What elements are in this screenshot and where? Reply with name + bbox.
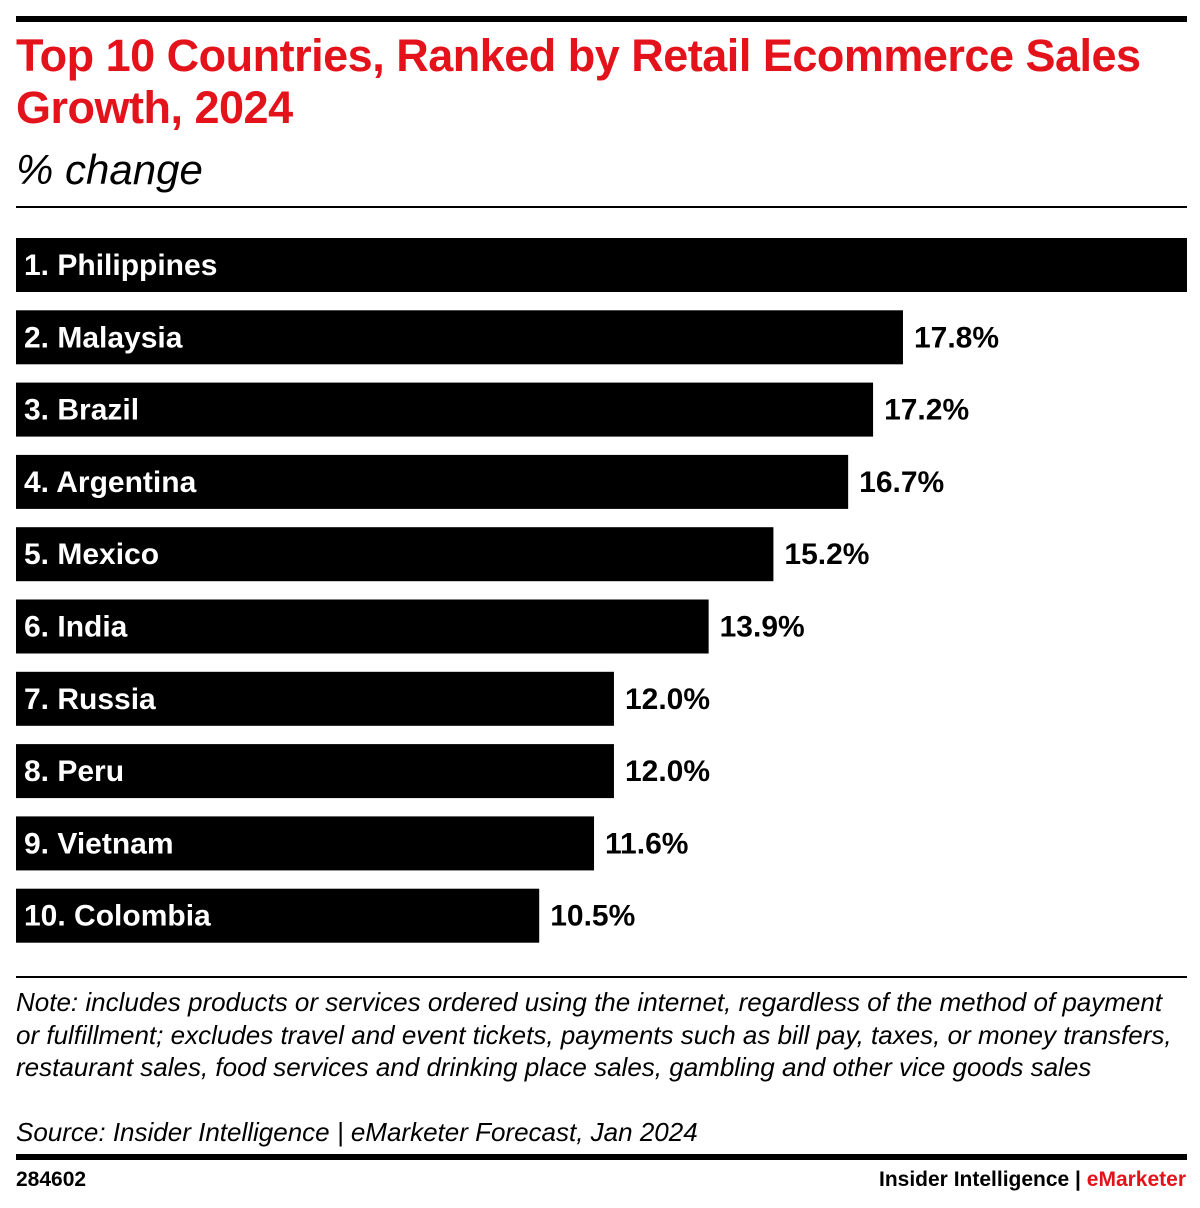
value-label-argentina: 16.7% (859, 466, 944, 499)
value-label-mexico: 15.2% (784, 538, 869, 571)
brand-insider-intelligence: Insider Intelligence | (879, 1168, 1087, 1191)
value-label-brazil: 17.2% (884, 394, 969, 427)
chart-subtitle: % change (16, 146, 203, 193)
value-label-philippines: 23.5% (1094, 249, 1179, 282)
bottom-rule (16, 1154, 1187, 1160)
top-rule (16, 16, 1187, 22)
category-label-argentina: 4. Argentina (24, 466, 197, 499)
bar-vietnam (16, 816, 595, 871)
bar-colombia (16, 888, 540, 943)
bar-russia (16, 671, 614, 726)
value-label-vietnam: 11.6% (605, 827, 688, 860)
value-label-india: 13.9% (720, 611, 805, 644)
value-label-malaysia: 17.8% (914, 321, 999, 354)
chart-source: Source: Insider Intelligence | eMarketer… (16, 1117, 698, 1147)
brand-credit: Insider Intelligence | eMarketer (879, 1168, 1186, 1192)
bar-chart: 1. Philippines 23.5% 2. Malaysia 17.8% 3. Br… (16, 238, 1187, 943)
category-label-peru: 8. Peru (24, 755, 124, 788)
note-divider (16, 976, 1187, 978)
brand-emarketer: eMarketer (1086, 1168, 1186, 1191)
value-label-russia: 12.0% (625, 683, 710, 716)
bar-brazil (16, 382, 874, 437)
bar-malaysia (16, 310, 903, 365)
value-label-colombia: 10.5% (550, 900, 635, 933)
bar-argentina (16, 454, 849, 509)
category-label-brazil: 3. Brazil (24, 394, 139, 427)
value-label-peru: 12.0% (625, 755, 710, 788)
chart-title: Top 10 Countries, Ranked by Retail Ecomm… (16, 30, 1141, 133)
category-label-mexico: 5. Mexico (24, 538, 159, 571)
category-label-vietnam: 9. Vietnam (24, 827, 174, 860)
category-label-malaysia: 2. Malaysia (24, 321, 183, 354)
bar-philippines (16, 238, 1187, 292)
bar-india (16, 599, 709, 654)
category-label-russia: 7. Russia (24, 683, 156, 716)
chart-note: Note: includes products or services orde… (16, 987, 1172, 1082)
category-label-colombia: 10. Colombia (24, 900, 211, 933)
category-label-india: 6. India (24, 611, 128, 644)
header-divider (16, 206, 1187, 208)
bar-peru (16, 744, 614, 799)
category-label-philippines: 1. Philippines (24, 249, 217, 282)
chart-id: 284602 (16, 1168, 87, 1191)
bar-mexico (16, 527, 774, 582)
